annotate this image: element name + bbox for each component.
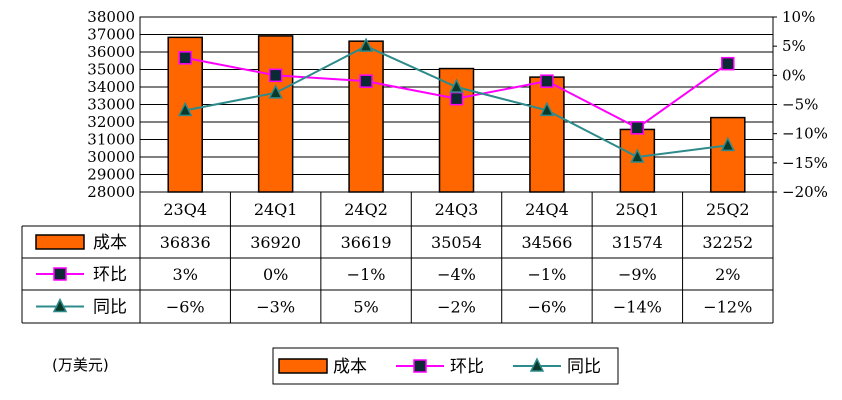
- point-marker: [449, 91, 464, 106]
- bar: [257, 35, 294, 193]
- point-marker: [540, 74, 554, 88]
- point-marker: [630, 148, 645, 163]
- legend-key-成本: [35, 234, 85, 250]
- table-cell: −3%: [256, 298, 295, 317]
- left-axis-tick-label: 30000: [87, 148, 135, 166]
- table-row-label: 同比: [93, 298, 127, 318]
- table-cell: 34566: [521, 233, 572, 252]
- category-label: 24Q1: [254, 200, 298, 219]
- table-cell: 5%: [353, 298, 378, 317]
- right-axis-tick-label: 10%: [782, 8, 815, 26]
- point-marker: [539, 101, 555, 117]
- right-axis-tick-label: −10%: [782, 125, 828, 143]
- table-cell: 36619: [341, 233, 392, 252]
- left-axis-tick-label: 29000: [87, 166, 135, 184]
- table-cell: −9%: [618, 265, 657, 284]
- table-cell: −6%: [528, 298, 567, 317]
- left-axis-tick-label: 32000: [87, 113, 135, 131]
- table-cell: 0%: [263, 265, 288, 284]
- left-axis-tick-label: 33000: [87, 96, 135, 114]
- bar: [529, 76, 565, 193]
- table-cell: −2%: [437, 298, 476, 317]
- right-axis-tick-label: 0%: [782, 66, 806, 84]
- table-cell: −14%: [613, 298, 662, 317]
- point-marker: [359, 74, 373, 88]
- table-cell: −6%: [166, 298, 205, 317]
- table-cell: 2%: [715, 265, 740, 284]
- left-axis-tick-label: 37000: [87, 26, 135, 44]
- right-axis-tick-label: −5%: [782, 96, 818, 114]
- left-axis-tick-label: 31000: [87, 131, 135, 149]
- category-label: 24Q2: [344, 200, 388, 219]
- table-row-label: 成本: [93, 233, 127, 253]
- left-axis-tick-label: 34000: [87, 78, 135, 96]
- point-marker: [178, 51, 192, 65]
- table-cell: 32252: [702, 233, 753, 252]
- category-label: 24Q3: [435, 200, 479, 219]
- legend-label: 成本: [333, 357, 367, 377]
- legend-key-marker-同比: [529, 357, 545, 372]
- point-marker: [630, 121, 645, 135]
- category-label: 25Q1: [616, 200, 660, 219]
- right-axis-tick-label: −15%: [782, 154, 828, 172]
- table-cell: 36920: [250, 233, 301, 252]
- point-marker: [268, 68, 283, 83]
- table-cell: 36836: [160, 233, 211, 252]
- point-marker: [268, 84, 283, 99]
- point-marker: [720, 136, 735, 152]
- legend-key-marker-环比: [53, 267, 67, 281]
- bar: [710, 116, 746, 193]
- right-axis-tick-label: 5%: [782, 37, 806, 55]
- category-label: 24Q4: [525, 200, 569, 219]
- table-cell: −4%: [437, 265, 476, 284]
- legend-label: 同比: [567, 357, 601, 377]
- table-cell: −1%: [347, 265, 386, 284]
- category-label: 23Q4: [163, 200, 207, 219]
- left-axis-tick-label: 35000: [87, 61, 135, 79]
- point-marker: [178, 101, 193, 117]
- point-marker: [449, 78, 464, 93]
- legend-key-marker-环比: [413, 359, 427, 373]
- table-cell: 3%: [173, 265, 198, 284]
- table-cell: 35054: [431, 233, 482, 252]
- legend-key-成本: [278, 358, 328, 374]
- point-marker: [358, 37, 374, 52]
- right-axis-tick-label: −20%: [782, 183, 828, 201]
- category-label: 25Q2: [706, 200, 750, 219]
- legend-key-marker-同比: [52, 297, 68, 313]
- bar: [348, 40, 384, 193]
- left-axis-tick-label: 28000: [87, 183, 135, 201]
- table-cell: −1%: [528, 265, 567, 284]
- legend-label: 环比: [450, 357, 484, 377]
- point-marker: [721, 56, 735, 71]
- left-axis-tick-label: 36000: [87, 43, 135, 61]
- left-axis-tick-label: 38000: [87, 8, 135, 26]
- unit-note: (万美元): [52, 356, 109, 374]
- table-row-label: 环比: [93, 265, 127, 285]
- table-cell: 31574: [612, 233, 663, 252]
- table-cell: −12%: [703, 298, 752, 317]
